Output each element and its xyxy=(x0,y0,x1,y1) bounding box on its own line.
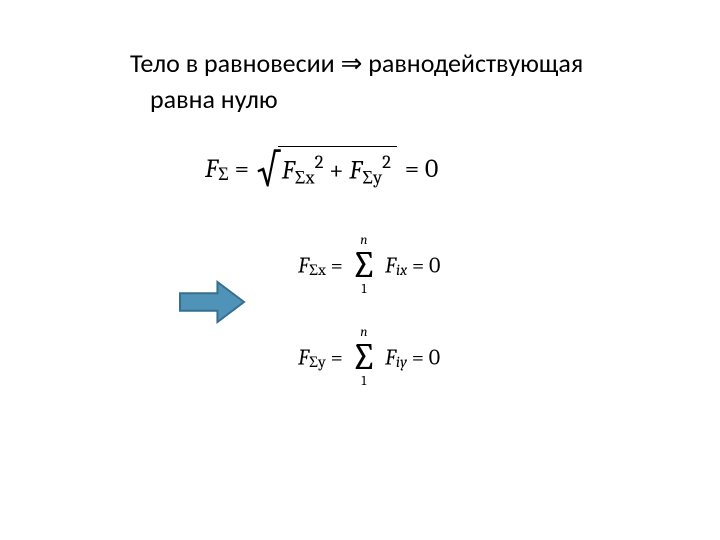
eq1-t1-sym: F xyxy=(282,155,295,185)
eq1-t1-sup: 2 xyxy=(315,151,324,173)
equation-sum-y: FΣy = n ∑ 1 Fiy = 0 xyxy=(298,326,440,389)
equation-sum-x: FΣx = n ∑ 1 Fix = 0 xyxy=(298,234,440,297)
sigma-symbol: ∑ xyxy=(351,248,377,284)
eq3-lhs-sub: Σy xyxy=(309,353,326,371)
eq1-t1-sub: Σx xyxy=(295,167,315,189)
sigma-symbol: ∑ xyxy=(351,340,377,376)
eq1-t2-sup: 2 xyxy=(382,151,391,173)
eq2-lhs-sym: F xyxy=(298,252,309,278)
eq2-eq2: = xyxy=(412,252,429,278)
eq3-term-sub: iy xyxy=(396,353,407,371)
eq3-eq2: = xyxy=(412,344,429,370)
eq1-lhs-sym: F xyxy=(205,154,218,184)
eq3-eq1: = xyxy=(331,344,348,370)
heading: Тело в равновесии ⇒ равнодействующая рав… xyxy=(130,46,690,118)
eq1-rhs: 0 xyxy=(425,154,438,184)
eq1-lhs-sub: Σ xyxy=(218,163,229,185)
eq3-term-sym: F xyxy=(385,344,396,370)
eq3-rhs: 0 xyxy=(429,344,440,370)
eq1-sqrt-body: FΣx2 + FΣy2 xyxy=(278,146,397,192)
eq1-t2-sym: F xyxy=(349,155,362,185)
eq2-sigma: n ∑ 1 xyxy=(351,234,377,297)
heading-line2: равна нулю xyxy=(150,83,278,115)
heading-line1: Тело в равновесии ⇒ равнодействующая xyxy=(130,47,583,79)
eq1-eq1: = xyxy=(235,154,255,184)
eq3-sigma: n ∑ 1 xyxy=(351,326,377,389)
eq2-eq1: = xyxy=(331,252,348,278)
eq2-rhs: 0 xyxy=(429,252,440,278)
equation-magnitude: FΣ = √ FΣx2 + FΣy2 = 0 xyxy=(205,146,438,192)
eq3-lhs-sym: F xyxy=(298,344,309,370)
eq2-term-sub: ix xyxy=(396,261,407,279)
eq1-eq2: = xyxy=(405,154,425,184)
radical-sign: √ xyxy=(257,143,280,196)
arrow-right-icon xyxy=(178,280,246,324)
eq2-term-sym: F xyxy=(385,252,396,278)
eq2-lhs-sub: Σx xyxy=(309,261,326,279)
eq1-t2-sub: Σy xyxy=(362,167,382,189)
eq1-plus: + xyxy=(329,155,349,185)
eq1-sqrt: √ FΣx2 + FΣy2 xyxy=(257,146,397,192)
